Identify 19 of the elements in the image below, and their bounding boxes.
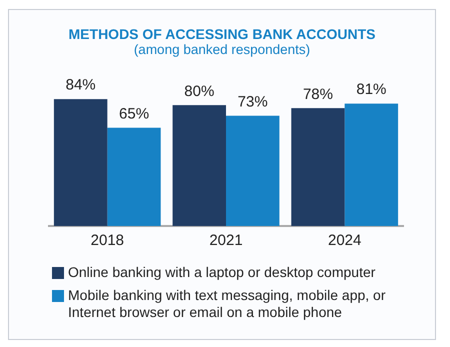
data-label: 80% — [184, 82, 214, 100]
bar — [344, 104, 398, 226]
bar — [54, 99, 108, 226]
data-label: 81% — [356, 81, 386, 98]
bar — [172, 105, 226, 226]
bar — [226, 116, 280, 226]
x-tick-label: 2018 — [90, 232, 124, 250]
legend-label: Mobile banking with text messaging, mobile app, or Internet browser or email on a mobile phone — [68, 287, 387, 321]
x-tick-label: 2021 — [209, 232, 243, 250]
legend-label: Online banking with a laptop or desktop computer — [68, 264, 376, 281]
data-label: 65% — [119, 105, 150, 122]
data-label: 73% — [238, 93, 268, 110]
bar — [291, 108, 345, 226]
chart-title: METHODS OF ACCESSING BANK ACCOUNTS — [68, 26, 376, 42]
x-tick-label: 2024 — [328, 232, 362, 250]
data-label: 78% — [302, 86, 333, 103]
bar — [107, 128, 161, 226]
chart-subtitle: (among banked respondents) — [132, 42, 312, 57]
data-label: 84% — [66, 76, 96, 94]
